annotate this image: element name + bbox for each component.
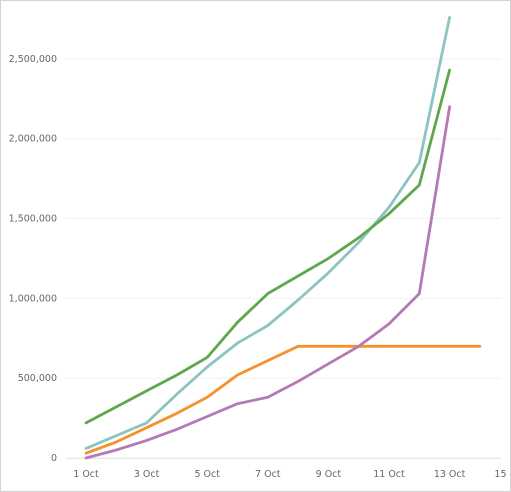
- y-tick-label: 1,000,000: [9, 293, 57, 304]
- x-tick-label: 13 Oct: [434, 469, 466, 480]
- y-tick-label: 500,000: [18, 373, 57, 384]
- y-tick-label: 2,500,000: [9, 54, 57, 65]
- x-tick-label: 5 Oct: [194, 469, 220, 480]
- y-tick-label: 1,500,000: [9, 214, 57, 225]
- series-line-1: [84, 15, 452, 450]
- x-tick-label: 1 Oct: [73, 469, 99, 480]
- x-tick-label: 11 Oct: [373, 469, 405, 480]
- y-tick-label: 2,000,000: [9, 134, 57, 145]
- y-tick-label: 0: [51, 453, 57, 464]
- series-line-4: [84, 105, 452, 460]
- x-tick-label: 3 Oct: [134, 469, 160, 480]
- x-tick-label: 15 Oct: [494, 469, 510, 480]
- x-tick-label: 9 Oct: [316, 469, 342, 480]
- x-tick-label: 7 Oct: [255, 469, 281, 480]
- series-line-2: [84, 68, 452, 425]
- series-line-3: [84, 344, 482, 455]
